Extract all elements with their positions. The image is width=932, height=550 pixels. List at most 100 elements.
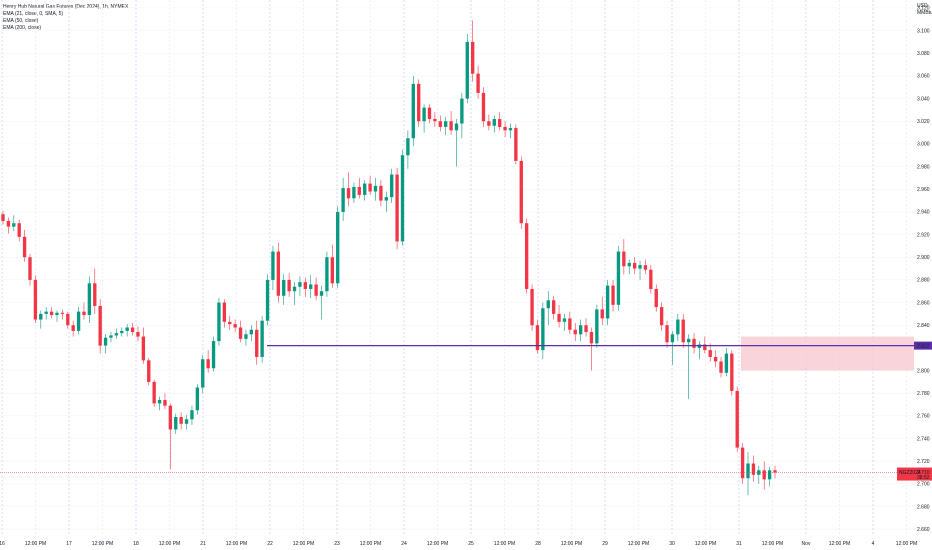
candle (330, 244, 334, 288)
candle (314, 277, 318, 301)
price-tick-label: 2.760 (917, 414, 930, 420)
candle (417, 79, 421, 127)
candle (735, 386, 739, 453)
candle-body (471, 41, 475, 74)
time-tick-label: 12:00 PM (226, 541, 247, 547)
candle (433, 112, 437, 127)
candle-body (638, 265, 642, 269)
price-tick-label: 3.100 (917, 28, 930, 34)
candle (438, 115, 442, 132)
time-tick-label: 12:00 PM (92, 541, 113, 547)
candle (665, 320, 669, 348)
candle (616, 245, 621, 311)
candle (746, 452, 750, 496)
candle (390, 168, 394, 203)
candle (638, 260, 642, 280)
candle-body (546, 300, 550, 309)
time-tick-label: Nov (802, 541, 811, 547)
time-axis: 16 12:00 PM 17 12:00 PM 18 12:00 PM 21 12:00 PM… (0, 541, 917, 547)
candle-body (346, 188, 351, 199)
candle (627, 259, 631, 275)
time-tick-label: 12:00 PM (561, 541, 582, 547)
time-tick-label: 23 (334, 541, 340, 547)
price-axis: 2.660 2.680 2.700 2.720 2.740 2.760 2.780 2.800… (897, 3, 932, 533)
candle (93, 268, 97, 314)
time-tick-label: 12:00 PM (25, 541, 46, 547)
indicator-ema-200[interactable]: EMA (200, close) (3, 25, 42, 31)
indicator-ema-21[interactable]: EMA (21, close, 0, SMA, 5) (3, 11, 64, 17)
support-price-label: 2.822 (917, 343, 930, 349)
candle-body (330, 257, 334, 284)
candle (157, 396, 162, 411)
candle (400, 149, 405, 246)
candle-body (363, 183, 367, 195)
candle (292, 282, 297, 305)
candle (184, 414, 189, 430)
countdown-label: 38:52 (917, 475, 930, 481)
candle-body (292, 286, 297, 292)
candle-body (309, 284, 313, 289)
candle-body (103, 337, 108, 346)
candle (508, 123, 513, 139)
candle (357, 177, 361, 199)
candle (471, 20, 475, 82)
candle (395, 167, 399, 250)
candle-body (287, 279, 291, 292)
chart-legend: Henry Hub Natural Gas Futures (Dec 2024)… (3, 4, 128, 32)
candle (767, 466, 772, 487)
candle (757, 465, 761, 484)
candle-body (703, 344, 707, 351)
price-tick-label: 2.920 (917, 232, 930, 238)
candle (444, 116, 448, 135)
candle (449, 111, 453, 135)
candle (66, 311, 70, 329)
price-tick-label: 3.020 (917, 119, 930, 125)
resistance-zone-layer (741, 336, 914, 371)
candle (341, 177, 345, 221)
candle (681, 313, 685, 348)
candle (589, 327, 594, 371)
candle (497, 112, 502, 131)
candle (740, 443, 745, 484)
candle-body (551, 300, 556, 314)
price-tick-label: 2.900 (917, 255, 930, 261)
candle-body (465, 41, 469, 99)
price-tick-label: 3.060 (917, 74, 930, 80)
time-tick-label: 16 (0, 541, 5, 547)
candle (713, 350, 718, 368)
candle-body (665, 325, 669, 343)
candle (238, 320, 243, 343)
candle-body (487, 121, 491, 126)
candle (114, 328, 119, 339)
currency-label: USD (917, 3, 928, 9)
candle-body (125, 327, 129, 331)
candle (298, 276, 302, 296)
candle (751, 455, 756, 482)
chart-title: Henry Hub Natural Gas Futures (Dec 2024)… (3, 4, 129, 10)
candle-body (152, 381, 156, 404)
candle (373, 177, 378, 201)
candle-body (206, 359, 210, 369)
candle-body (368, 183, 372, 192)
candle (773, 465, 777, 479)
candle-body (438, 121, 442, 127)
price-tick-label: 2.980 (917, 164, 930, 170)
time-tick-label: 12:00 PM (293, 541, 314, 547)
candle (686, 334, 691, 399)
price-tick-label: 2.960 (917, 187, 930, 193)
time-tick-label: 22 (267, 541, 273, 547)
candle (730, 350, 734, 396)
candle-body (530, 288, 534, 326)
candle-body (751, 463, 756, 475)
time-tick-label: 12:00 PM (360, 541, 381, 547)
candle (39, 310, 43, 329)
indicator-ema-50[interactable]: EMA (50, close) (3, 18, 39, 24)
candle-body (244, 334, 248, 339)
candle (271, 245, 275, 291)
candle-body (767, 470, 772, 480)
candle-body (6, 220, 11, 227)
candle-body (595, 309, 599, 344)
candle-body (222, 302, 227, 322)
time-tick-label: 21 (200, 541, 206, 547)
